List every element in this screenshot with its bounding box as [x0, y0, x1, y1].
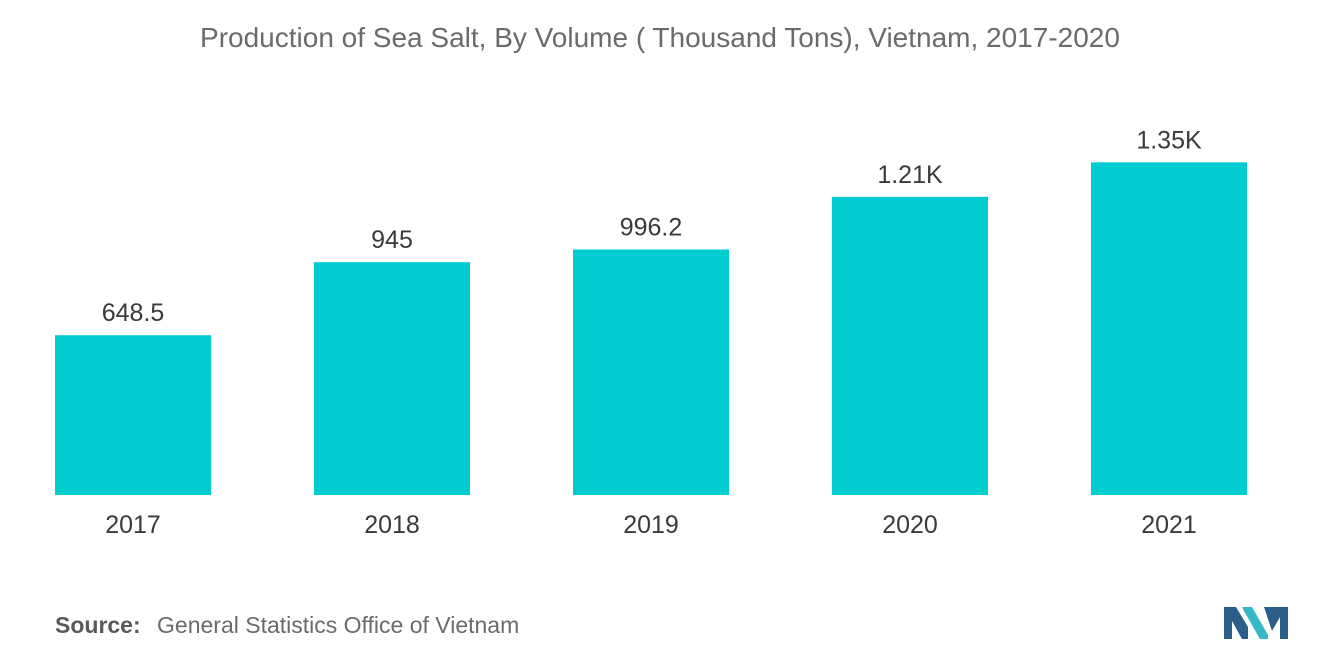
logo-shape-mid [1242, 607, 1268, 639]
bar-2021 [1091, 162, 1247, 496]
source-note: Source: General Statistics Office of Vie… [55, 612, 519, 639]
x-tick-label-2021: 2021 [1141, 511, 1197, 539]
mordor-intelligence-logo-icon [1224, 607, 1288, 639]
data-label-2019: 996.2 [620, 214, 683, 242]
chart-title: Production of Sea Salt, By Volume ( Thou… [200, 22, 1120, 53]
data-label-2021: 1.35K [1136, 126, 1202, 154]
bar-2018 [314, 262, 470, 495]
data-label-2018: 945 [371, 226, 413, 254]
logo-shape-right [1264, 607, 1288, 639]
logo-shape-left [1224, 607, 1248, 639]
bar-chart: 648.5 2017 945 2018 996.2 2019 1.21K 2020 1.35K 2… [55, 126, 1247, 539]
bar-2017 [55, 335, 211, 495]
bar-2019 [573, 249, 729, 495]
x-tick-label-2020: 2020 [882, 511, 938, 539]
x-tick-label-2018: 2018 [364, 511, 420, 539]
source-text: General Statistics Office of Vietnam [157, 612, 520, 638]
data-label-2017: 648.5 [102, 299, 165, 327]
x-tick-label-2017: 2017 [105, 511, 161, 539]
data-label-2020: 1.21K [877, 161, 943, 189]
bar-2020 [832, 196, 988, 496]
x-tick-label-2019: 2019 [623, 511, 679, 539]
source-label: Source: [55, 612, 141, 638]
